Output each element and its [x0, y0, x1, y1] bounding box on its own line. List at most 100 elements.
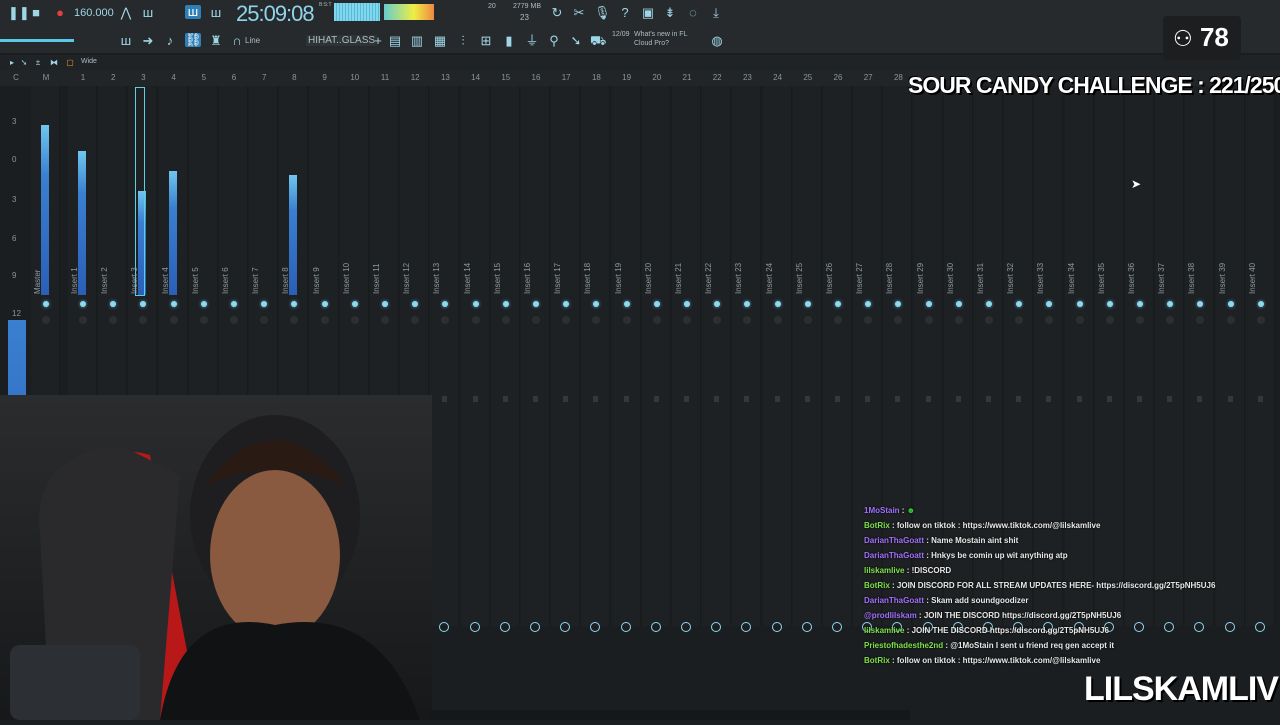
route-knob[interactable] — [801, 622, 812, 632]
mute-toggle[interactable] — [412, 301, 419, 307]
mixer-strip-insert-37[interactable]: Insert 37 — [1155, 86, 1185, 632]
channel-name[interactable]: Insert 36 — [1127, 262, 1136, 294]
pan-knob[interactable] — [924, 316, 933, 324]
channel-name[interactable]: Insert 37 — [1157, 262, 1167, 294]
mute-toggle[interactable] — [442, 301, 449, 307]
chat-username[interactable]: BotRix — [864, 656, 890, 665]
channel-name[interactable]: Insert 17 — [553, 262, 563, 294]
channel-name[interactable]: Insert 28 — [885, 262, 895, 294]
mixer-strip-insert-39[interactable]: Insert 39 — [1215, 86, 1245, 632]
chat-username[interactable]: 1MoStain — [864, 506, 900, 515]
volume-fader[interactable] — [714, 396, 720, 402]
mute-toggle[interactable] — [986, 301, 992, 307]
mute-toggle[interactable] — [351, 301, 358, 307]
mixer-strip-insert-25[interactable]: Insert 25 — [792, 86, 822, 632]
route-knob[interactable] — [1013, 622, 1024, 632]
volume-fader[interactable] — [533, 396, 538, 402]
mixer-strip-insert-34[interactable]: Insert 34 — [1064, 86, 1094, 632]
arrow-icon[interactable]: ➜ — [142, 33, 154, 48]
save-icon[interactable]: ▣ — [641, 5, 655, 20]
pan-knob[interactable] — [743, 316, 752, 324]
mixer-strip-insert-33[interactable]: Insert 33 — [1034, 86, 1064, 632]
menu-arrow-icon[interactable]: ▸ — [9, 58, 14, 67]
countdown-icon[interactable]: ш — [210, 5, 222, 20]
mute-toggle[interactable] — [623, 301, 630, 307]
pan-knob[interactable] — [169, 316, 178, 324]
volume-fader[interactable] — [1167, 396, 1173, 402]
volume-fader[interactable] — [955, 396, 961, 402]
pan-knob[interactable] — [985, 316, 993, 324]
channel-name[interactable]: Insert 20 — [643, 262, 653, 294]
mute-toggle[interactable] — [653, 301, 660, 307]
pan-knob[interactable] — [1256, 316, 1265, 324]
play-pause-icon[interactable]: ❚❚ — [8, 5, 30, 20]
layout-icon[interactable]: ▢ — [66, 58, 74, 67]
route-knob[interactable] — [983, 622, 993, 632]
browser-icon[interactable]: ⊞ — [480, 33, 492, 48]
route-knob[interactable] — [1194, 622, 1205, 632]
pan-knob[interactable] — [652, 316, 661, 324]
channel-name[interactable]: Insert 18 — [583, 262, 593, 294]
mixer-strip-insert-18[interactable]: Insert 18 — [581, 86, 611, 632]
volume-fader[interactable] — [925, 396, 931, 402]
chat-username[interactable]: DarianThaGoatt — [864, 596, 925, 605]
channel-name[interactable]: Insert 25 — [794, 262, 804, 294]
channel-name[interactable]: Insert 7 — [251, 267, 261, 294]
volume-fader[interactable] — [895, 396, 901, 402]
pan-knob[interactable] — [320, 316, 329, 324]
pan-knob[interactable] — [683, 316, 691, 324]
mute-toggle[interactable] — [533, 301, 539, 307]
volume-fader[interactable] — [593, 396, 599, 402]
mute-toggle[interactable] — [1167, 301, 1174, 307]
tools-icon[interactable]: ➘ — [20, 58, 28, 67]
stop-icon[interactable]: ■ — [32, 5, 40, 20]
performance-icon[interactable]: ⚲ — [549, 33, 559, 48]
route-knob[interactable] — [560, 622, 571, 632]
route-knob[interactable] — [892, 622, 903, 632]
pan-knob[interactable] — [411, 316, 420, 324]
route-knob[interactable] — [711, 622, 722, 632]
volume-fader[interactable] — [1106, 396, 1112, 402]
volume-fader[interactable] — [1016, 396, 1022, 402]
mute-toggle[interactable] — [865, 301, 872, 307]
tempo-display[interactable]: 160.000 — [74, 7, 114, 19]
mute-toggle[interactable] — [321, 301, 328, 307]
mute-toggle[interactable] — [804, 301, 811, 307]
mute-toggle[interactable] — [43, 301, 49, 307]
magnet-icon[interactable]: ∩ — [232, 33, 242, 48]
channel-name[interactable]: Insert 4 — [160, 267, 170, 294]
pan-knob[interactable] — [1015, 316, 1024, 324]
pan-knob[interactable] — [622, 316, 631, 324]
route-knob[interactable] — [1073, 622, 1084, 632]
channel-name[interactable]: Insert 24 — [764, 262, 774, 294]
volume-fader[interactable] — [502, 396, 508, 402]
channel-name[interactable]: Insert 3 — [130, 267, 140, 294]
pan-knob[interactable] — [260, 316, 269, 324]
cart-icon[interactable]: ⛟ — [590, 33, 607, 48]
mixer-strip-insert-28[interactable]: Insert 28 — [883, 86, 913, 632]
channel-name[interactable]: Insert 9 — [311, 267, 321, 294]
route-knob[interactable] — [1224, 622, 1235, 632]
volume-fader[interactable] — [1046, 396, 1052, 402]
volume-fader[interactable] — [1227, 396, 1233, 402]
song-position-clock[interactable]: 25:09:08 — [236, 1, 315, 26]
route-knob[interactable] — [681, 622, 691, 632]
step-edit-icon[interactable]: ш — [142, 5, 154, 20]
pan-knob[interactable] — [109, 316, 118, 324]
mixer-strip-insert-16[interactable]: Insert 16 — [521, 86, 550, 632]
route-knob[interactable] — [952, 622, 963, 632]
channel-name[interactable]: Insert 26 — [825, 262, 834, 294]
mixer-strip-insert-38[interactable]: Insert 38 — [1185, 86, 1215, 632]
volume-fader[interactable] — [865, 396, 871, 402]
file-icon[interactable]: ▮ — [505, 33, 513, 48]
pan-knob[interactable] — [713, 316, 722, 324]
pattern-select[interactable]: HIHAT..GLASS — [306, 35, 378, 46]
undo-icon[interactable]: ↻ — [551, 5, 563, 20]
snap-select[interactable]: Line — [245, 36, 261, 45]
pan-knob[interactable] — [79, 316, 87, 324]
route-knob[interactable] — [1043, 622, 1054, 632]
channel-name[interactable]: Insert 22 — [704, 262, 714, 294]
add-pattern-icon[interactable]: + — [374, 33, 382, 48]
mute-toggle[interactable] — [502, 301, 509, 307]
mute-toggle[interactable] — [472, 301, 479, 307]
